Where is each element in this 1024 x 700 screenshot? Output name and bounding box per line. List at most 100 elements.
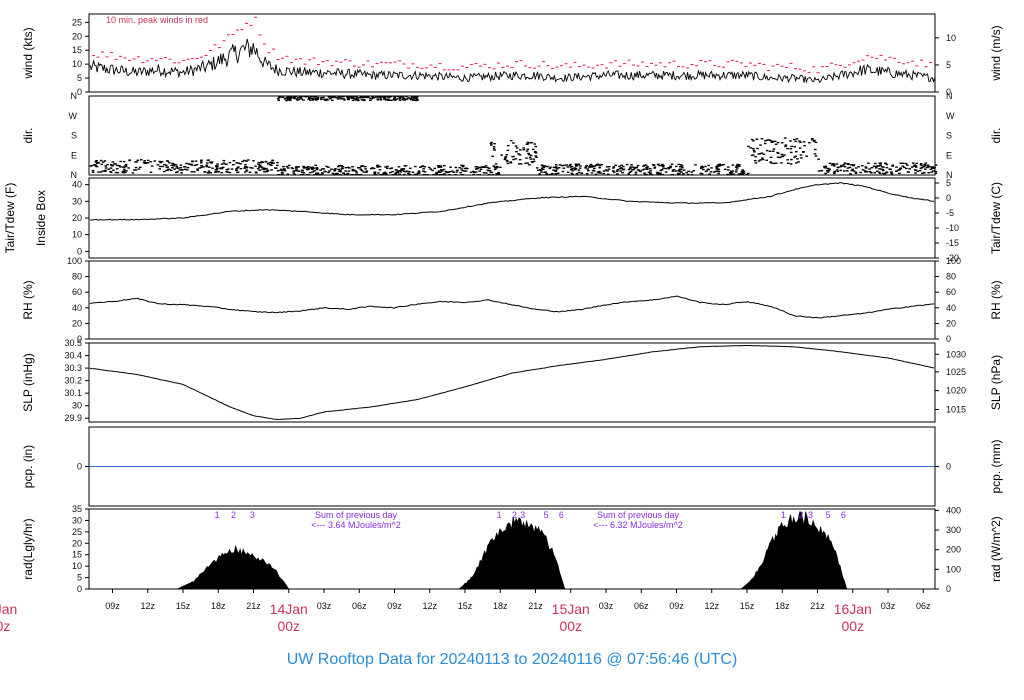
direction-point xyxy=(423,166,427,168)
direction-point xyxy=(518,163,521,165)
direction-point xyxy=(386,165,389,168)
direction-point xyxy=(292,97,296,99)
direction-point xyxy=(483,166,486,168)
direction-point xyxy=(590,166,594,168)
direction-point xyxy=(914,172,917,174)
direction-point xyxy=(395,98,399,100)
direction-point xyxy=(451,170,454,172)
direction-point xyxy=(187,163,191,165)
direction-point xyxy=(930,171,933,173)
direction-point xyxy=(311,166,314,168)
direction-point xyxy=(376,164,380,166)
direction-point xyxy=(854,167,858,169)
direction-point xyxy=(611,170,615,172)
direction-point xyxy=(852,164,855,167)
direction-point xyxy=(405,170,409,172)
direction-point xyxy=(724,168,727,170)
direction-point xyxy=(851,168,854,170)
direction-point xyxy=(245,166,249,168)
tick-label-left: 30.1 xyxy=(64,388,82,398)
direction-point xyxy=(752,149,756,152)
direction-point xyxy=(462,165,465,167)
direction-point xyxy=(549,173,553,176)
direction-point xyxy=(749,147,752,149)
direction-point xyxy=(854,172,858,174)
direction-point xyxy=(627,173,631,175)
y-axis-label-left: RH (%) xyxy=(21,280,35,319)
direction-point xyxy=(843,170,846,172)
direction-point xyxy=(835,163,839,165)
direction-point xyxy=(499,166,502,168)
direction-point xyxy=(799,141,802,144)
direction-point xyxy=(300,169,304,171)
direction-point xyxy=(537,169,540,171)
direction-point xyxy=(313,96,316,98)
direction-point xyxy=(717,170,721,173)
direction-point xyxy=(708,173,711,175)
time-tick-label: 21z xyxy=(246,601,261,611)
direction-point xyxy=(466,167,469,170)
direction-point xyxy=(802,141,806,143)
direction-point xyxy=(562,164,566,167)
direction-point xyxy=(383,95,386,98)
direction-point xyxy=(194,160,198,162)
direction-point xyxy=(639,170,642,173)
direction-point xyxy=(585,164,588,167)
direction-point xyxy=(485,172,488,174)
direction-point xyxy=(839,166,842,168)
direction-point xyxy=(778,156,782,159)
direction-point xyxy=(789,151,793,154)
direction-point xyxy=(359,174,362,176)
direction-point xyxy=(530,161,534,163)
direction-point xyxy=(712,171,716,173)
direction-point xyxy=(754,159,757,162)
direction-point xyxy=(616,173,619,175)
direction-point xyxy=(405,95,408,98)
direction-point xyxy=(874,162,877,165)
direction-point xyxy=(215,168,218,171)
direction-point xyxy=(923,168,927,170)
direction-point xyxy=(101,170,105,172)
direction-point xyxy=(104,169,107,172)
time-tick-label: 09z xyxy=(105,601,120,611)
direction-point xyxy=(490,144,493,146)
direction-point xyxy=(533,143,536,145)
direction-point xyxy=(602,170,606,172)
direction-point xyxy=(554,173,558,175)
direction-point xyxy=(750,154,754,157)
direction-point xyxy=(643,172,646,174)
direction-point xyxy=(272,162,275,164)
direction-point xyxy=(345,95,349,98)
tick-label-right: 100 xyxy=(946,564,961,574)
direction-point xyxy=(347,98,350,101)
direction-point xyxy=(313,170,316,172)
direction-point xyxy=(336,98,340,100)
direction-point xyxy=(541,165,544,167)
direction-point xyxy=(884,172,888,174)
direction-point xyxy=(763,142,767,145)
direction-point xyxy=(509,139,513,142)
direction-point xyxy=(495,173,498,175)
tick-label-right: 0 xyxy=(946,584,951,594)
direction-point xyxy=(281,172,284,174)
direction-point xyxy=(560,164,564,167)
direction-point xyxy=(515,151,518,153)
y-axis-label-left-2: Inside Box xyxy=(34,190,48,246)
direction-point xyxy=(433,167,437,170)
direction-point xyxy=(512,158,515,161)
direction-point xyxy=(185,169,189,171)
direction-point xyxy=(505,154,508,156)
direction-point xyxy=(747,145,750,148)
direction-point xyxy=(327,166,330,168)
direction-point xyxy=(355,99,358,101)
direction-point xyxy=(876,165,879,167)
direction-point xyxy=(361,96,365,98)
direction-point xyxy=(308,96,311,99)
direction-point xyxy=(405,98,409,100)
time-tick-label: 12z xyxy=(140,601,155,611)
radiation-hour-marker: 5 xyxy=(544,510,549,520)
direction-point xyxy=(378,169,382,171)
direction-point xyxy=(790,145,793,148)
y-axis-label-left: SLP (inHg) xyxy=(21,353,35,411)
tick-label-right: N xyxy=(946,91,953,101)
